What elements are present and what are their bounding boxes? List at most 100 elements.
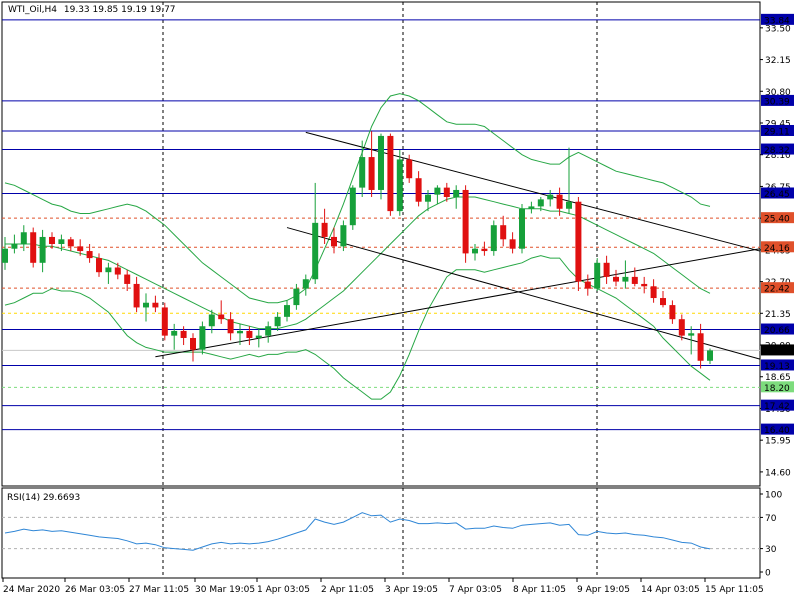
candle-body-49 <box>462 189 469 254</box>
time-tick-label-9: 9 Apr 19:05 <box>577 585 630 595</box>
candle-body-6 <box>58 239 65 244</box>
level-label-3: 28.32 <box>764 146 790 156</box>
current-price-label-bg <box>761 344 794 356</box>
candle-body-10 <box>96 258 102 273</box>
candle-body-68 <box>641 283 648 287</box>
candle-body-9 <box>86 251 93 259</box>
bollinger-lower <box>4 255 711 400</box>
time-tick-label-0: 24 Mar 2020 <box>3 585 60 595</box>
candle-body-22 <box>208 314 215 327</box>
candle-body-4 <box>39 236 46 263</box>
level-label-bg-13 <box>761 423 794 435</box>
level-label-bg-11 <box>761 381 794 393</box>
candle-body-46 <box>434 187 441 195</box>
candle-body-31 <box>293 288 300 306</box>
bollinger-bands <box>4 93 711 400</box>
time-tick-label-6: 3 Apr 19:05 <box>385 585 438 595</box>
price-tick-label-11: 18.65 <box>765 373 791 383</box>
candle-body-59 <box>556 194 563 209</box>
candle-body-23 <box>218 314 225 320</box>
candle-body-0 <box>2 248 8 263</box>
candle-body-28 <box>265 326 272 336</box>
candle-body-13 <box>124 274 131 284</box>
candle-body-48 <box>453 189 460 198</box>
candle-body-32 <box>302 279 309 289</box>
level-label-2: 29.11 <box>764 127 790 137</box>
symbol-label: WTI_Oil,H4 19.33 19.85 19.19 19.77 <box>8 5 176 15</box>
level-label-13: 16.40 <box>764 426 790 436</box>
candle-body-16 <box>152 302 159 308</box>
level-label-bg-5 <box>761 212 794 224</box>
candle-body-62 <box>584 281 591 289</box>
candle-body-21 <box>199 326 206 350</box>
candle-body-50 <box>472 248 478 254</box>
level-label-4: 26.45 <box>764 190 790 200</box>
candle-body-42 <box>396 159 403 212</box>
trendline-2 <box>155 248 761 358</box>
time-tick-label-5: 2 Apr 11:05 <box>321 585 374 595</box>
candle-body-61 <box>575 201 582 282</box>
level-label-bg-10 <box>761 359 794 371</box>
level-label-10: 19.13 <box>764 362 790 372</box>
candle-body-5 <box>49 236 55 244</box>
candle-body-37 <box>349 187 356 226</box>
price-tick-label-4: 28.10 <box>765 151 791 161</box>
candle-body-25 <box>237 330 243 334</box>
candle-body-52 <box>490 225 497 252</box>
candle-body-67 <box>631 276 638 284</box>
level-label-bg-9 <box>761 323 794 335</box>
level-labels: 33.84 30.39 29.11 28.32 26.45 25.40 24.16 22.42… <box>761 13 794 436</box>
candle-body-65 <box>613 276 619 282</box>
candle-body-18 <box>171 330 178 336</box>
candle-body-14 <box>133 283 140 308</box>
price-tick-label-0: 33.50 <box>765 24 791 34</box>
time-tick-label-11: 15 Apr 11:05 <box>705 585 764 595</box>
trendline-1 <box>286 227 761 360</box>
candle-body-44 <box>415 178 422 202</box>
time-tick-label-7: 7 Apr 03:05 <box>449 585 502 595</box>
rsi-panel-frame <box>1 487 761 579</box>
time-tick-label-4: 1 Apr 03:05 <box>257 585 310 595</box>
candle-body-30 <box>284 305 290 317</box>
candle-body-2 <box>20 232 27 244</box>
candle-body-63 <box>594 262 601 289</box>
level-label-bg-4 <box>761 187 794 199</box>
symbol-name: WTI_Oil,H4 <box>8 5 57 15</box>
candle-body-19 <box>180 330 187 338</box>
level-label-0: 33.84 <box>764 16 790 26</box>
level-label-1: 30.39 <box>764 97 790 107</box>
price-panel-frame <box>1 1 761 487</box>
level-label-bg-6 <box>761 241 794 253</box>
time-tick-label-2: 27 Mar 11:05 <box>129 585 189 595</box>
candle-body-38 <box>359 157 366 188</box>
ohlc-values: 19.33 19.85 19.19 19.77 <box>64 5 176 15</box>
candle-body-69 <box>650 286 657 299</box>
candle-body-41 <box>387 135 394 212</box>
level-label-bg-7 <box>761 282 794 294</box>
level-label-bg-3 <box>761 143 794 155</box>
level-label-9: 20.66 <box>764 326 790 336</box>
time-tick-label-10: 14 Apr 03:05 <box>641 585 700 595</box>
price-tick-label-2: 30.80 <box>765 88 791 98</box>
date-separator-lines <box>162 2 598 578</box>
current-price-label: 19.77 <box>764 347 790 357</box>
rsi-indicator: 100 70 30 0 <box>2 491 782 579</box>
candle-body-34 <box>321 222 328 237</box>
bollinger-upper <box>4 93 711 304</box>
candle-body-35 <box>331 236 337 247</box>
candle-body-24 <box>227 319 234 334</box>
rsi-tick-label-2: 30 <box>765 545 777 555</box>
level-label-12: 17.42 <box>764 402 790 412</box>
candle-body-75 <box>707 350 713 361</box>
candle-body-36 <box>340 225 347 247</box>
time-tick-label-8: 8 Apr 11:05 <box>513 585 566 595</box>
price-tick-label-14: 14.60 <box>765 468 791 478</box>
candle-body-8 <box>77 246 84 252</box>
candle-body-57 <box>537 199 544 207</box>
candle-body-70 <box>660 298 666 306</box>
candle-body-47 <box>443 187 450 198</box>
level-label-bg-0 <box>761 13 794 25</box>
candle-body-1 <box>11 244 18 249</box>
price-tick-label-9: 21.35 <box>765 310 791 320</box>
time-tick-label-3: 30 Mar 19:05 <box>195 585 255 595</box>
